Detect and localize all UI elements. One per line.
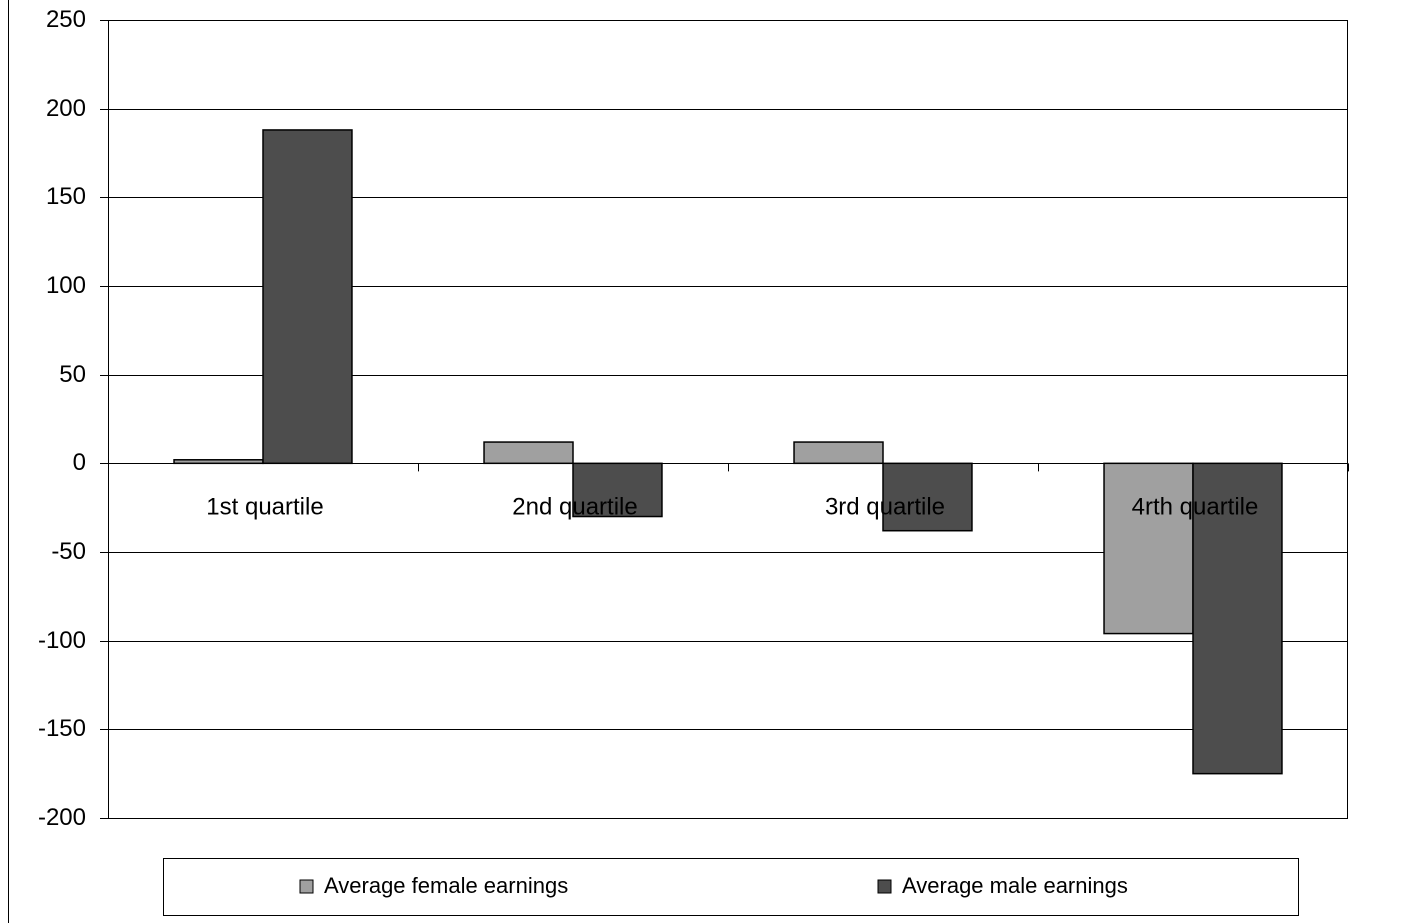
bar <box>1192 462 1283 775</box>
y-tick-label: -200 <box>38 804 86 831</box>
bar <box>1103 462 1194 635</box>
bar <box>572 462 663 518</box>
x-tick-label: 1st quartile <box>206 494 323 521</box>
y-tick-label: 0 <box>73 449 86 476</box>
legend-marker <box>299 879 314 894</box>
x-tick-label: 4rth quartile <box>1132 494 1259 521</box>
y-tick-label: 100 <box>46 272 86 299</box>
y-tick-label: -50 <box>51 538 86 565</box>
bar <box>262 129 353 465</box>
bar <box>483 441 574 465</box>
x-tick-label: 2nd quartile <box>512 494 637 521</box>
y-tick-label: 250 <box>46 6 86 33</box>
legend-text: Average male earnings <box>902 873 1128 898</box>
legend-marker <box>877 879 892 894</box>
x-tick-label: 3rd quartile <box>825 494 945 521</box>
legend-text: Average female earnings <box>324 873 568 898</box>
bar <box>173 459 264 465</box>
y-tick-label: -150 <box>38 715 86 742</box>
bar <box>882 462 973 532</box>
bar <box>793 441 884 465</box>
y-tick-label: 150 <box>46 183 86 210</box>
y-tick-label: 200 <box>46 95 86 122</box>
y-tick-label: -100 <box>38 627 86 654</box>
y-tick-label: 50 <box>59 361 86 388</box>
legend-box <box>163 858 1299 916</box>
